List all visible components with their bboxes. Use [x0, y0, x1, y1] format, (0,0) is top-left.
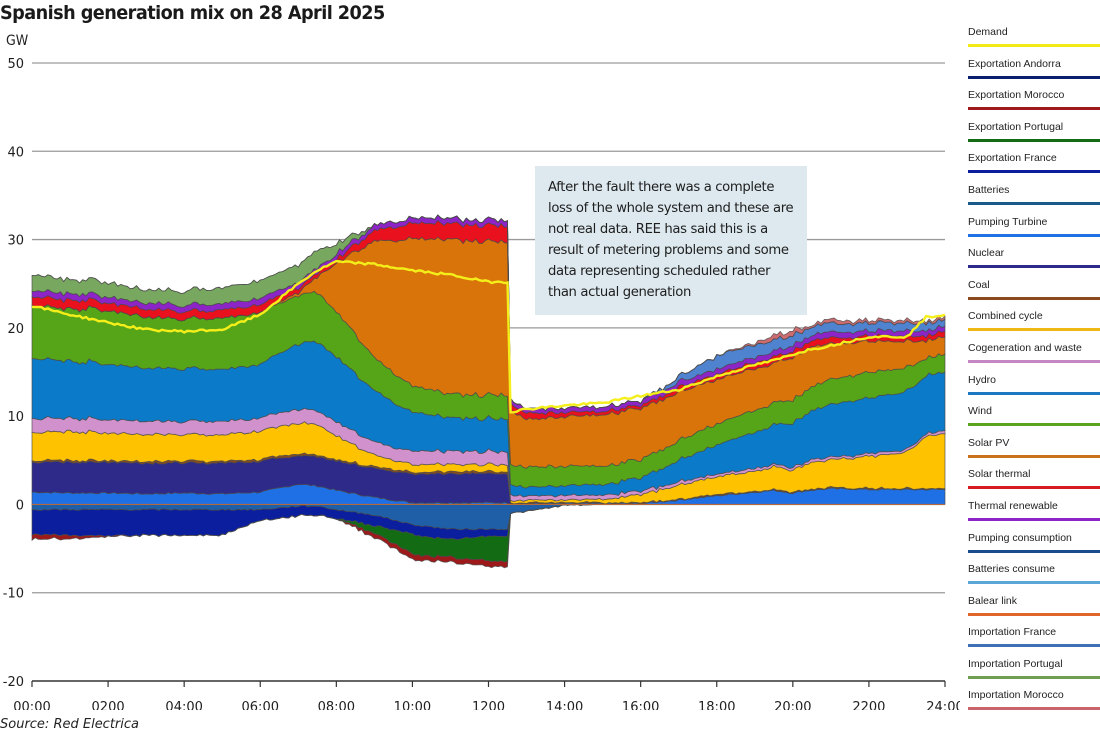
legend-item-importation-portugal: Importation Portugal	[968, 654, 1100, 686]
stacked-areas	[31, 214, 946, 569]
legend-swatch	[968, 44, 1100, 47]
legend-swatch	[968, 359, 1100, 363]
legend-swatch	[968, 107, 1100, 111]
legend-item-cogeneration-and-waste: Cogeneration and waste	[968, 338, 1100, 370]
legend-label: Exportation France	[968, 152, 1057, 165]
x-tick-label: 08:00	[318, 700, 355, 710]
legend-swatch	[968, 707, 1100, 711]
legend-label: Solar PV	[968, 436, 1010, 449]
legend-label: Solar thermal	[968, 468, 1031, 481]
x-tick-label: 0200	[92, 700, 125, 710]
x-tick-label: 16:00	[622, 700, 659, 710]
legend-item-demand: Demand	[968, 22, 1100, 54]
annotation-box: After the fault there was a complete los…	[535, 166, 807, 315]
legend-item-exportation-france: Exportation France	[968, 148, 1100, 180]
y-axis-unit-label: GW	[6, 33, 29, 49]
legend-item-balear-link: Balear link	[968, 591, 1100, 623]
legend-swatch	[968, 675, 1100, 679]
legend-swatch	[968, 454, 1100, 458]
legend-label: Cogeneration and waste	[968, 341, 1082, 354]
legend-item-pumping-turbine: Pumping Turbine	[968, 212, 1100, 244]
legend-label: Thermal renewable	[968, 499, 1058, 512]
legend-swatch	[968, 486, 1100, 490]
legend-item-exportation-andorra: Exportation Andorra	[968, 54, 1100, 86]
legend-item-importation-france: Importation France	[968, 622, 1100, 654]
x-tick-label: 2200	[852, 700, 885, 710]
legend-swatch	[968, 265, 1100, 269]
chart-title: Spanish generation mix on 28 April 2025	[0, 2, 385, 24]
legend-swatch	[968, 75, 1100, 79]
legend-label: Importation Morocco	[968, 689, 1064, 702]
legend-label: Pumping consumption	[968, 531, 1072, 544]
legend-item-coal: Coal	[968, 275, 1100, 307]
legend-item-solar-pv: Solar PV	[968, 433, 1100, 465]
x-tick-label: 24:00	[926, 700, 960, 710]
legend-label: Hydro	[968, 373, 997, 386]
legend-label: Wind	[968, 405, 992, 418]
legend-swatch	[968, 328, 1100, 332]
legend-item-combined-cycle: Combined cycle	[968, 306, 1100, 338]
legend-item-nuclear: Nuclear	[968, 243, 1100, 275]
legend-label: Batteries consume	[968, 563, 1055, 576]
area-importation-morocco	[31, 214, 946, 412]
axes: 50 40 30 20 10 0 -10 -20 00:00 0200 04:00 06:00 08:0…	[3, 57, 960, 710]
y-tick-label: 20	[7, 322, 24, 337]
legend-item-exportation-portugal: Exportation Portugal	[968, 117, 1100, 149]
legend-swatch	[968, 581, 1100, 585]
legend-swatch	[968, 391, 1100, 395]
legend-label: Batteries	[968, 183, 1010, 196]
legend-item-wind: Wind	[968, 401, 1100, 433]
legend-label: Coal	[968, 278, 990, 291]
legend-swatch	[968, 549, 1100, 553]
y-tick-label: 30	[7, 234, 24, 249]
legend-swatch	[968, 423, 1100, 427]
demand-line	[31, 259, 946, 414]
legend-swatch	[968, 233, 1100, 237]
legend-label: Importation France	[968, 626, 1057, 639]
legend: Demand Exportation Andorra Exportation Mor…	[968, 22, 1100, 717]
legend-item-hydro: Hydro	[968, 370, 1100, 402]
y-tick-label: 10	[7, 410, 24, 425]
legend-swatch	[968, 517, 1100, 521]
legend-swatch	[968, 612, 1100, 616]
legend-item-solar-thermal: Solar thermal	[968, 464, 1100, 496]
legend-item-batteries-consume: Batteries consume	[968, 559, 1100, 591]
legend-label: Exportation Morocco	[968, 89, 1065, 102]
legend-item-thermal-renewable: Thermal renewable	[968, 496, 1100, 528]
legend-label: Exportation Portugal	[968, 120, 1064, 133]
legend-item-exportation-morocco: Exportation Morocco	[968, 85, 1100, 117]
y-tick-label: 50	[7, 57, 24, 72]
legend-swatch	[968, 138, 1100, 142]
x-tick-label: 00:00	[13, 700, 50, 710]
y-tick-label: -20	[3, 675, 24, 690]
legend-label: Exportation Andorra	[968, 57, 1061, 70]
legend-item-importation-morocco: Importation Morocco	[968, 685, 1100, 717]
legend-swatch	[968, 201, 1100, 205]
legend-label: Importation Portugal	[968, 657, 1063, 670]
x-tick-label: 18:00	[698, 700, 735, 710]
legend-label: Nuclear	[968, 247, 1005, 260]
legend-item-pumping-consumption: Pumping consumption	[968, 528, 1100, 560]
legend-label: Balear link	[968, 594, 1018, 607]
x-tick-label: 20:00	[774, 700, 811, 710]
source-note: Source: Red Electrica	[0, 717, 140, 732]
x-tick-label: 04:00	[165, 700, 202, 710]
chart-plot: 50 40 30 20 10 0 -10 -20 00:00 0200 04:00 06:00 08:0…	[3, 57, 960, 710]
legend-label: Pumping Turbine	[968, 215, 1048, 228]
y-tick-label: 0	[16, 498, 24, 513]
demand-line-group	[31, 259, 946, 414]
x-tick-label: 06:00	[242, 700, 279, 710]
y-tick-label: 40	[7, 145, 24, 160]
legend-swatch	[968, 170, 1100, 174]
legend-item-batteries: Batteries	[968, 180, 1100, 212]
legend-swatch	[968, 296, 1100, 300]
y-tick-label: -10	[3, 587, 24, 602]
legend-label: Combined cycle	[968, 310, 1043, 323]
x-tick-label: 14:00	[546, 700, 583, 710]
legend-swatch	[968, 644, 1100, 648]
legend-label: Demand	[968, 26, 1008, 38]
x-tick-label: 10:00	[394, 700, 431, 710]
x-tick-label: 1200	[472, 700, 505, 710]
